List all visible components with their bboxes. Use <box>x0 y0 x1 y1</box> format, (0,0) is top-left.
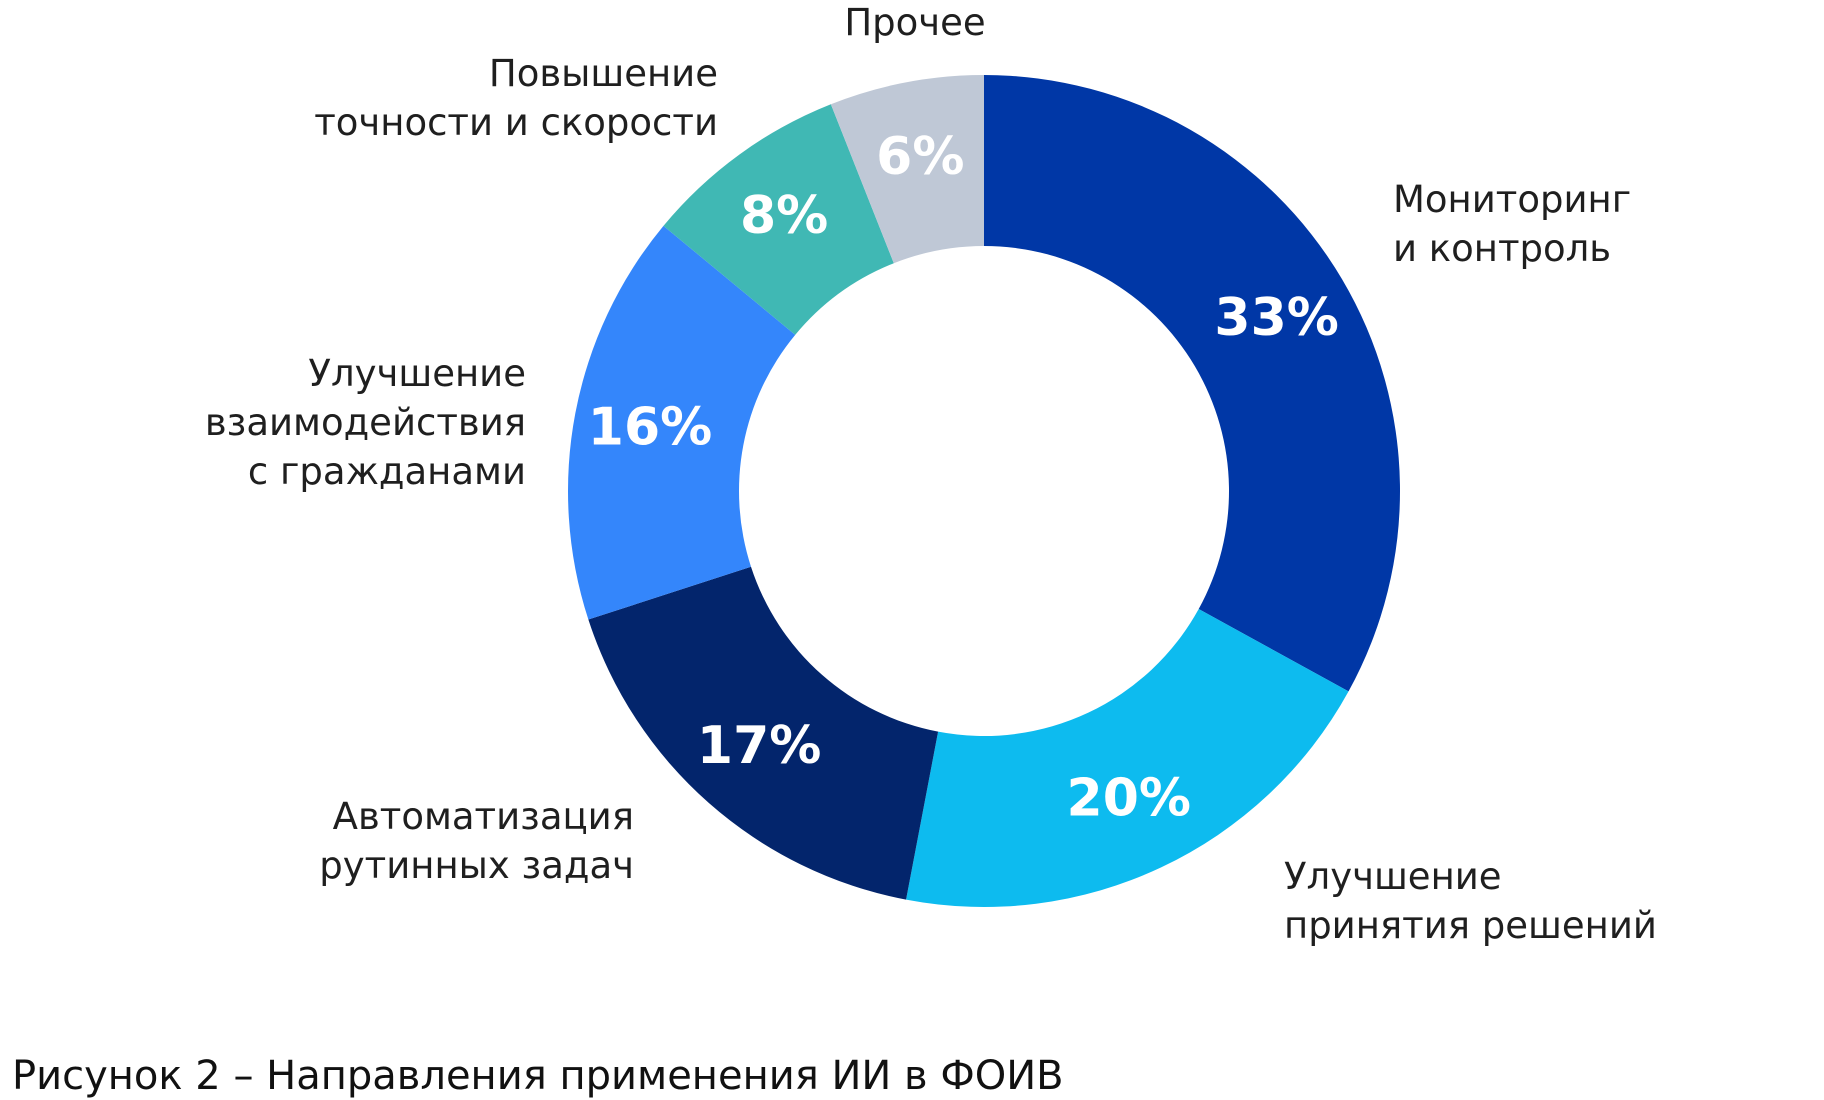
slice-value-label-automation: 17% <box>697 716 821 776</box>
slice-accuracy <box>663 104 894 335</box>
slice-value-label-citizens: 16% <box>588 397 712 457</box>
category-label-citizens: Улучшение взаимодействия с гражданами <box>204 352 526 493</box>
slice-decisions <box>906 609 1349 907</box>
slice-value-label-decisions: 20% <box>1067 769 1191 829</box>
slice-monitoring <box>984 75 1400 692</box>
category-label-automation: Автоматизация рутинных задач <box>319 795 634 887</box>
slice-automation <box>588 566 939 900</box>
figure-caption: Рисунок 2 – Направления применения ИИ в … <box>12 1053 1064 1099</box>
category-label-other: Прочее <box>844 1 986 44</box>
slice-value-label-accuracy: 8% <box>740 186 828 246</box>
category-label-monitoring: Мониторинг и контроль <box>1393 178 1632 270</box>
slice-value-label-monitoring: 33% <box>1214 288 1338 348</box>
slice-value-label-other: 6% <box>876 127 964 187</box>
category-label-accuracy: Повышение точности и скорости <box>314 52 718 144</box>
slice-citizens <box>568 225 796 620</box>
category-label-decisions: Улучшение принятия решений <box>1284 855 1657 947</box>
slice-other <box>830 75 984 264</box>
